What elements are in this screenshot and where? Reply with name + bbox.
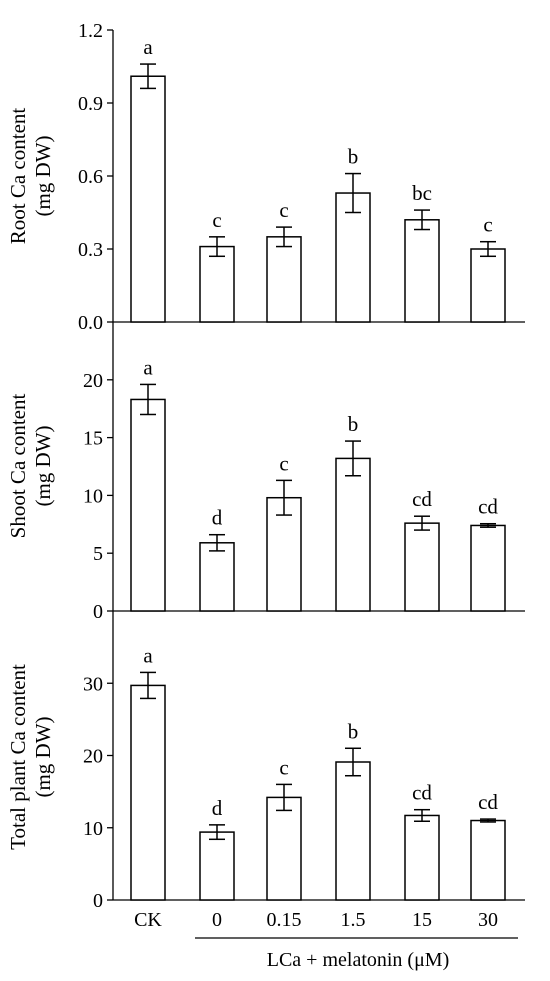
significance-letter: b bbox=[348, 412, 359, 436]
bar bbox=[470, 248, 506, 323]
bar bbox=[266, 796, 302, 901]
bar bbox=[335, 761, 371, 901]
bar bbox=[130, 398, 166, 612]
y-tick-label: 0.3 bbox=[78, 239, 103, 261]
significance-letter: a bbox=[143, 643, 153, 667]
y-tick-label: 20 bbox=[83, 370, 103, 392]
significance-letter: cd bbox=[412, 487, 432, 511]
significance-letter: cd bbox=[478, 790, 498, 814]
x-tick-label-15: 15 bbox=[412, 909, 432, 931]
y-tick-label: 0.6 bbox=[78, 166, 103, 188]
bar bbox=[130, 684, 166, 901]
bar bbox=[199, 542, 235, 612]
bar bbox=[404, 814, 440, 901]
significance-letter: cd bbox=[412, 781, 432, 805]
panel-root: 0.0 0.3 0.6 0.9 1.2 Root Ca content(mg DW) a c c… bbox=[6, 20, 525, 334]
bar bbox=[470, 819, 506, 901]
y-axis-label: Shoot Ca content(mg DW) bbox=[6, 394, 55, 539]
y-tick-label: 20 bbox=[83, 746, 103, 768]
panel-shoot: 0 5 10 15 20 Shoot Ca content(mg DW) a d c b cd cd bbox=[6, 322, 525, 623]
y-tick-label: 1.2 bbox=[78, 20, 103, 42]
significance-letter: b bbox=[348, 719, 359, 743]
x-tick-label-1-5: 1.5 bbox=[341, 909, 366, 931]
y-tick-label: 15 bbox=[83, 428, 103, 450]
y-tick-label: 5 bbox=[93, 543, 103, 565]
significance-letter: d bbox=[212, 506, 223, 530]
bar bbox=[266, 496, 302, 612]
x-tick-label-30: 30 bbox=[478, 909, 498, 931]
y-tick-label: 30 bbox=[83, 673, 103, 695]
y-tick-label: 0.9 bbox=[78, 93, 103, 115]
significance-letter: d bbox=[212, 796, 223, 820]
bar bbox=[266, 236, 302, 323]
bar bbox=[470, 524, 506, 612]
y-tick-label: 0.0 bbox=[78, 312, 103, 334]
significance-letter: cd bbox=[478, 495, 498, 519]
x-tick-label-ck: CK bbox=[134, 909, 162, 931]
significance-letter: bc bbox=[412, 181, 432, 205]
x-tick-label-0-15: 0.15 bbox=[267, 909, 302, 931]
bar bbox=[335, 457, 371, 612]
bar bbox=[404, 522, 440, 612]
x-axis-tick-labels: CK 0 0.15 1.5 15 30 bbox=[134, 909, 498, 931]
y-tick-label: 10 bbox=[83, 485, 103, 507]
y-axis-label: Root Ca content(mg DW) bbox=[6, 108, 55, 245]
significance-letter: c bbox=[279, 198, 288, 222]
significance-letter: c bbox=[212, 208, 221, 232]
bar bbox=[199, 831, 235, 901]
bar bbox=[130, 75, 166, 323]
y-axis-label: Total plant Ca content(mg DW) bbox=[6, 664, 55, 850]
panel-total: 0 10 20 30 Total plant Ca content(mg DW) a d c b… bbox=[6, 611, 525, 912]
chart-panels: 0.0 0.3 0.6 0.9 1.2 Root Ca content(mg DW) a c c… bbox=[6, 20, 525, 912]
x-axis-group-label: LCa + melatonin (μM) bbox=[267, 949, 450, 971]
bar bbox=[404, 219, 440, 323]
y-tick-label: 0 bbox=[93, 890, 103, 912]
y-tick-label: 10 bbox=[83, 818, 103, 840]
y-tick-label: 0 bbox=[93, 601, 103, 623]
significance-letter: c bbox=[279, 755, 288, 779]
significance-letter: a bbox=[143, 35, 153, 59]
bar bbox=[199, 245, 235, 323]
significance-letter: c bbox=[483, 213, 492, 237]
significance-letter: b bbox=[348, 145, 359, 169]
significance-letter: c bbox=[279, 451, 288, 475]
significance-letter: a bbox=[143, 355, 153, 379]
x-tick-label-0: 0 bbox=[212, 909, 222, 931]
bar bbox=[335, 192, 371, 323]
